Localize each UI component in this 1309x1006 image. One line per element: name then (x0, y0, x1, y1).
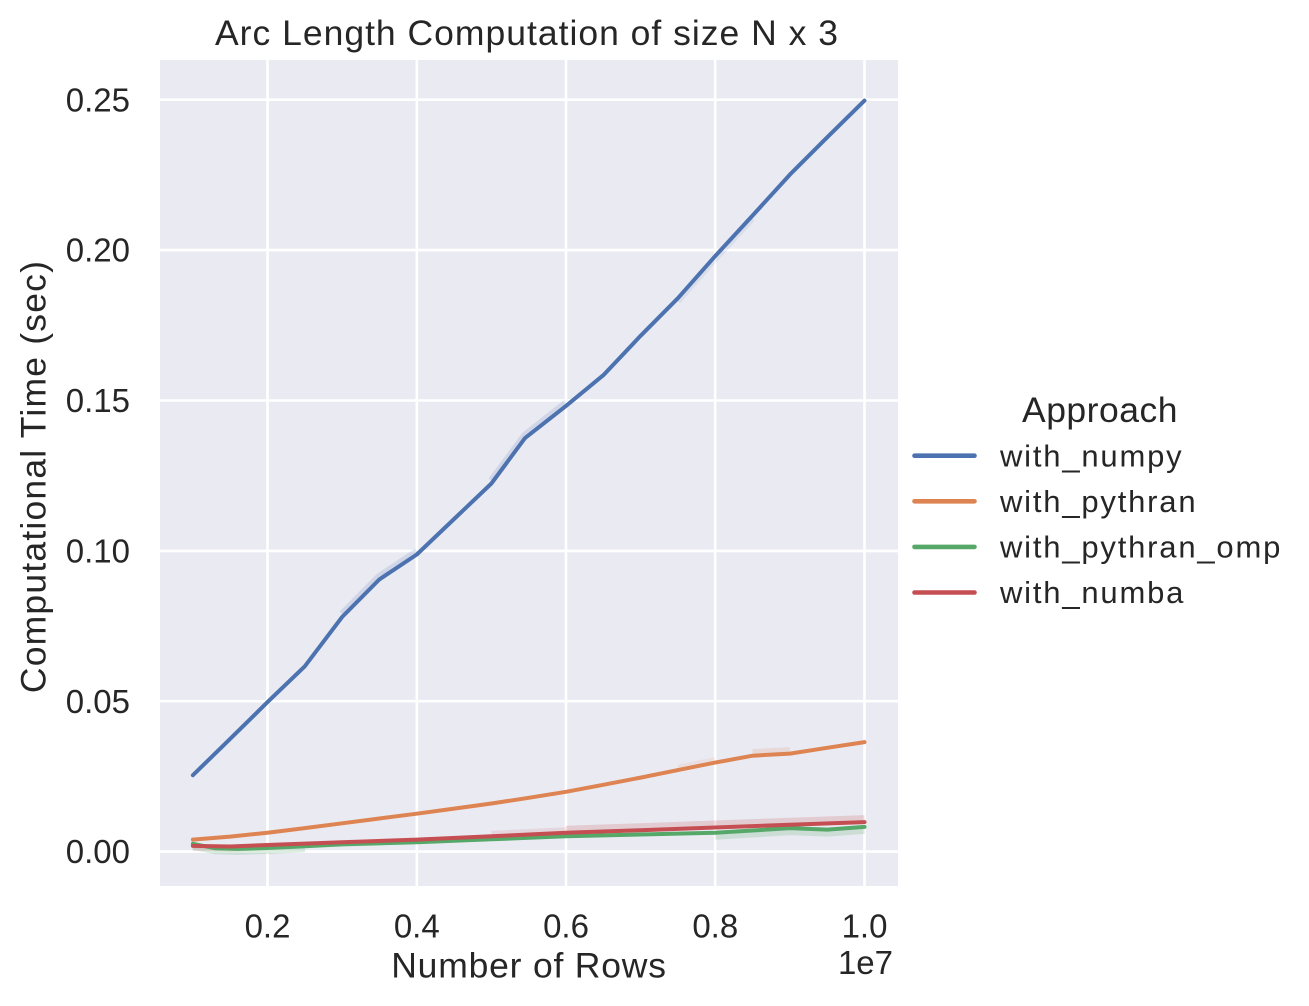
svg-text:with_numba: with_numba (999, 575, 1185, 610)
svg-text:0.10: 0.10 (66, 532, 130, 569)
svg-text:0.00: 0.00 (66, 833, 130, 870)
svg-text:with_pythran_omp: with_pythran_omp (999, 530, 1282, 565)
svg-text:with_pythran: with_pythran (999, 484, 1197, 519)
svg-text:Computational Time (sec): Computational Time (sec) (14, 260, 54, 693)
svg-text:Approach: Approach (1022, 390, 1178, 430)
svg-text:0.2: 0.2 (245, 908, 291, 945)
svg-text:0.8: 0.8 (692, 908, 738, 945)
svg-text:0.05: 0.05 (66, 683, 130, 720)
svg-text:1e7: 1e7 (838, 944, 893, 981)
svg-text:0.15: 0.15 (66, 382, 130, 419)
svg-text:0.6: 0.6 (543, 908, 589, 945)
svg-text:Arc Length Computation of size: Arc Length Computation of size N x 3 (215, 13, 839, 53)
svg-text:with_numpy: with_numpy (999, 438, 1183, 473)
svg-text:1.0: 1.0 (842, 908, 888, 945)
svg-text:Number of Rows: Number of Rows (391, 946, 667, 986)
svg-text:0.25: 0.25 (66, 81, 130, 118)
svg-text:0.20: 0.20 (66, 232, 130, 269)
svg-text:0.4: 0.4 (394, 908, 440, 945)
